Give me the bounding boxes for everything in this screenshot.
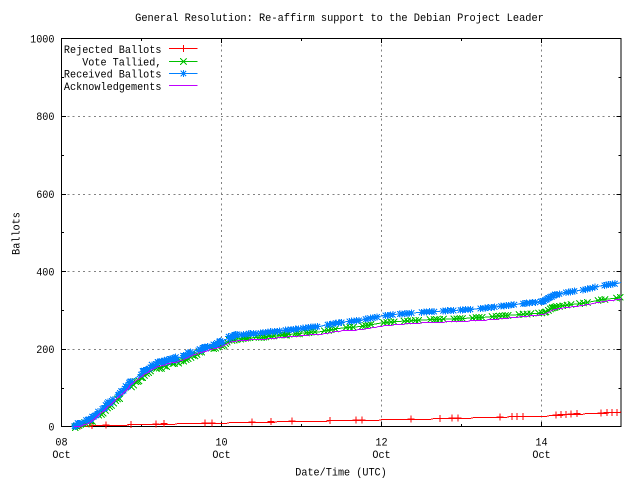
svg-text:12: 12	[375, 438, 387, 450]
svg-text:Oct: Oct	[212, 450, 230, 462]
svg-text:Received Ballots: Received Ballots	[64, 70, 162, 82]
svg-text:Oct: Oct	[532, 450, 550, 462]
svg-text:0: 0	[48, 423, 54, 435]
svg-text:800: 800	[36, 112, 54, 124]
svg-text:Date/Time (UTC): Date/Time (UTC)	[295, 468, 387, 480]
svg-text:Ballots: Ballots	[12, 212, 24, 255]
svg-text:1000: 1000	[30, 35, 54, 47]
svg-text:Acknowledgements: Acknowledgements	[64, 82, 162, 94]
svg-text:14: 14	[535, 438, 548, 450]
svg-text:General Resolution: Re-affirm: General Resolution: Re-affirm support to…	[135, 13, 544, 25]
svg-text:600: 600	[36, 190, 54, 202]
svg-text:Oct: Oct	[372, 450, 390, 462]
svg-text:Oct: Oct	[52, 450, 70, 462]
svg-text:200: 200	[36, 345, 54, 357]
svg-text:10: 10	[215, 438, 227, 450]
svg-text:Vote Tallied,: Vote Tallied,	[82, 57, 161, 69]
svg-text:400: 400	[36, 267, 54, 279]
svg-text:08: 08	[55, 438, 67, 450]
svg-text:Rejected Ballots: Rejected Ballots	[64, 45, 162, 57]
